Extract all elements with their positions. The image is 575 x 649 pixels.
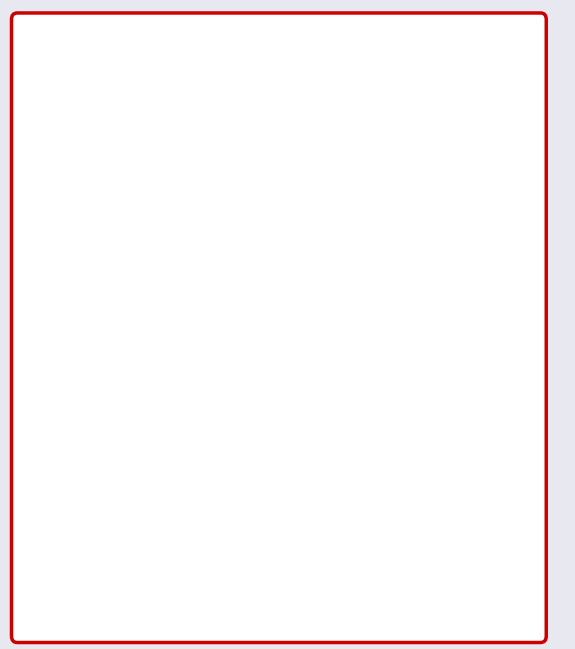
Circle shape <box>354 474 359 480</box>
Text: and the horizontal?: and the horizontal? <box>176 223 324 237</box>
Circle shape <box>350 469 363 485</box>
Text: 400 N: 400 N <box>244 321 285 335</box>
Text: R: R <box>171 223 183 237</box>
Text: 700 N: 700 N <box>161 450 202 465</box>
Text: law) *: law) * <box>58 73 122 93</box>
Text: Q1: (Use Parallelogram and Triangle: Q1: (Use Parallelogram and Triangle <box>58 49 458 69</box>
Polygon shape <box>351 464 385 555</box>
Text: of the two forces have a: of the two forces have a <box>186 155 369 169</box>
Text: order that the resultant: order that the resultant <box>49 155 229 169</box>
Polygon shape <box>225 234 367 484</box>
Text: R: R <box>181 155 193 169</box>
Circle shape <box>344 463 369 491</box>
Text: At what angle θ must the 400-N force be applied in: At what angle θ must the 400-N force be … <box>49 121 429 136</box>
Polygon shape <box>385 380 426 555</box>
Text: magnitude of 1000 N? For this condition what will: magnitude of 1000 N? For this condition … <box>49 189 423 203</box>
Text: be the angle β between: be the angle β between <box>49 223 226 237</box>
Text: O: O <box>356 511 368 527</box>
Text: θ: θ <box>306 430 315 446</box>
